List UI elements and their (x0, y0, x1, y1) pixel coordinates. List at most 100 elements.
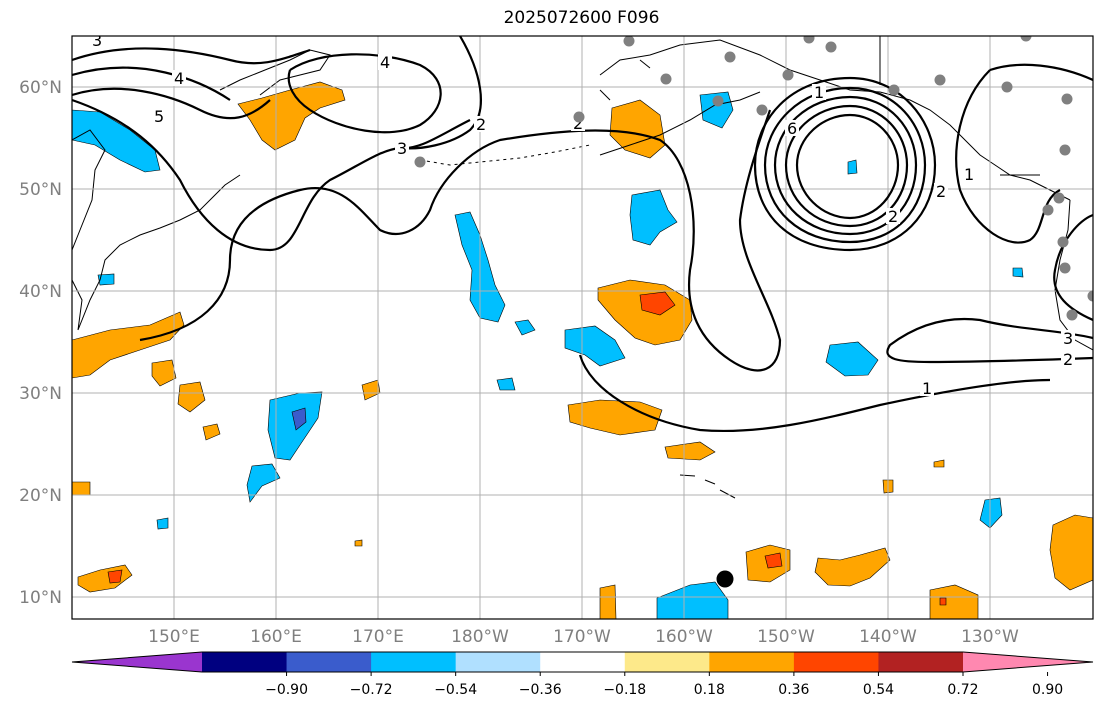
lon-labels: 150°E 160°E 170°E 180°W 170°W 160°W 150°… (148, 627, 1019, 647)
neg-area-east-3 (1012, 267, 1024, 278)
station-marker (1053, 192, 1065, 204)
colorbar-tick-label: 0.18 (694, 682, 725, 698)
colorbar-tick-label: 0.54 (863, 682, 894, 698)
colorbar-segment (709, 652, 795, 672)
pos-area-south-2 (814, 547, 891, 587)
neg-area-south (656, 581, 729, 619)
pos-area-south-4 (599, 584, 617, 619)
pos-area-bering (609, 99, 666, 159)
graticule (72, 36, 1093, 619)
coast-asia (72, 174, 241, 331)
map-frame (71, 35, 1094, 620)
contour-label: 3 (1063, 329, 1073, 348)
station-marker (414, 156, 426, 168)
coast-kamchatka (72, 129, 106, 251)
colorbar-segment (793, 652, 879, 672)
colorbar-tick-label: −0.54 (434, 682, 477, 698)
neg-area-west-4 (156, 517, 169, 530)
lat-labels: 60°N 50°N 40°N 30°N 20°N 10°N (19, 78, 62, 608)
contour-4-loop (287, 53, 442, 134)
colorbar-tick-label: 0.72 (947, 682, 978, 698)
colorbar-extend-high (963, 652, 1093, 672)
contour-label: 5 (154, 107, 164, 126)
pos-area-central-3 (664, 441, 716, 461)
coastlines (72, 36, 1093, 499)
station-marker (724, 51, 736, 63)
coast-hawaii (679, 474, 736, 499)
pos-area-central-2 (567, 399, 663, 436)
contour-labels: 3 4 5 4 3 2 2 6 1 2 1 2 3 1 (90, 31, 1075, 398)
contour-low-2 (763, 86, 927, 244)
lon-label: 170°E (352, 627, 404, 647)
neg-area-central-3 (564, 325, 626, 367)
pos-area-east-4 (354, 539, 363, 547)
colorbar-tick-label: −0.36 (519, 682, 562, 698)
coast-alaska-north (599, 39, 881, 93)
colorbar-tick-label: −0.90 (265, 682, 308, 698)
neg-area-central-2 (514, 319, 536, 336)
lon-label: 130°W (961, 627, 1019, 647)
contour-label: 1 (964, 165, 974, 184)
station-marker (1020, 36, 1032, 42)
pos-area-south-3-core (939, 597, 947, 606)
pos-area-east-3 (933, 459, 945, 468)
contour-label: 2 (936, 182, 946, 201)
contour-label: 4 (380, 53, 390, 72)
neg-area-gulf-1 (629, 189, 678, 246)
station-marker (1059, 262, 1071, 274)
station-marker (782, 69, 794, 81)
pos-area-west-b (177, 381, 206, 413)
lon-label: 170°W (553, 627, 611, 647)
shaded-fields (72, 81, 1093, 619)
neg-area-west-2 (246, 463, 281, 503)
pos-area-west-e (72, 481, 91, 496)
colorbar-segment (371, 652, 457, 672)
colorbar-tick-label: −0.18 (603, 682, 646, 698)
border-lines (599, 59, 1040, 176)
contour-2-main (139, 109, 782, 372)
coast-bc (879, 91, 1071, 201)
pos-area-west-a (151, 359, 177, 387)
pos-area-japan (72, 311, 185, 379)
map-title: 2025072600 F096 (503, 8, 660, 28)
station-marker (1057, 236, 1069, 248)
lon-label: 180°W (451, 627, 509, 647)
station-marker (1061, 93, 1073, 105)
contour-1-south (578, 354, 1051, 433)
lat-label: 60°N (19, 78, 62, 98)
pos-area-south-1-core (764, 552, 783, 569)
lon-label: 140°W (859, 627, 917, 647)
colorbar-segment (878, 652, 964, 672)
lat-label: 50°N (19, 180, 62, 200)
contour-label: 6 (787, 119, 797, 138)
contour-label: 2 (888, 207, 898, 226)
contour-low-1 (753, 76, 937, 252)
contour-label: 3 (92, 31, 102, 50)
contour-5 (72, 87, 271, 120)
colorbar-segment (624, 652, 710, 672)
contour-low-5 (795, 113, 900, 220)
lon-label: 160°E (250, 627, 302, 647)
contour-4-west (72, 66, 231, 101)
station-marker (888, 84, 900, 96)
colorbar-tick-label: 0.36 (778, 682, 809, 698)
station-marker (573, 111, 585, 123)
lon-label: 150°W (757, 627, 815, 647)
lon-label: 160°W (655, 627, 713, 647)
station-marker (660, 73, 672, 85)
station-markers (414, 36, 1093, 321)
lat-label: 20°N (19, 486, 62, 506)
contour-label: 1 (922, 379, 932, 398)
station-marker (1042, 204, 1054, 216)
neg-area-central-4 (496, 377, 516, 391)
contour-1-east (955, 63, 1093, 244)
colorbar-extend-low (72, 652, 202, 672)
station-marker (934, 74, 946, 86)
station-marker (756, 104, 768, 116)
neg-area-east-1 (825, 341, 879, 377)
contour-label: 2 (573, 114, 583, 133)
neg-area-kamchatka (72, 109, 161, 173)
colorbar-segment (540, 652, 626, 672)
neg-area-east-2 (979, 497, 1003, 529)
